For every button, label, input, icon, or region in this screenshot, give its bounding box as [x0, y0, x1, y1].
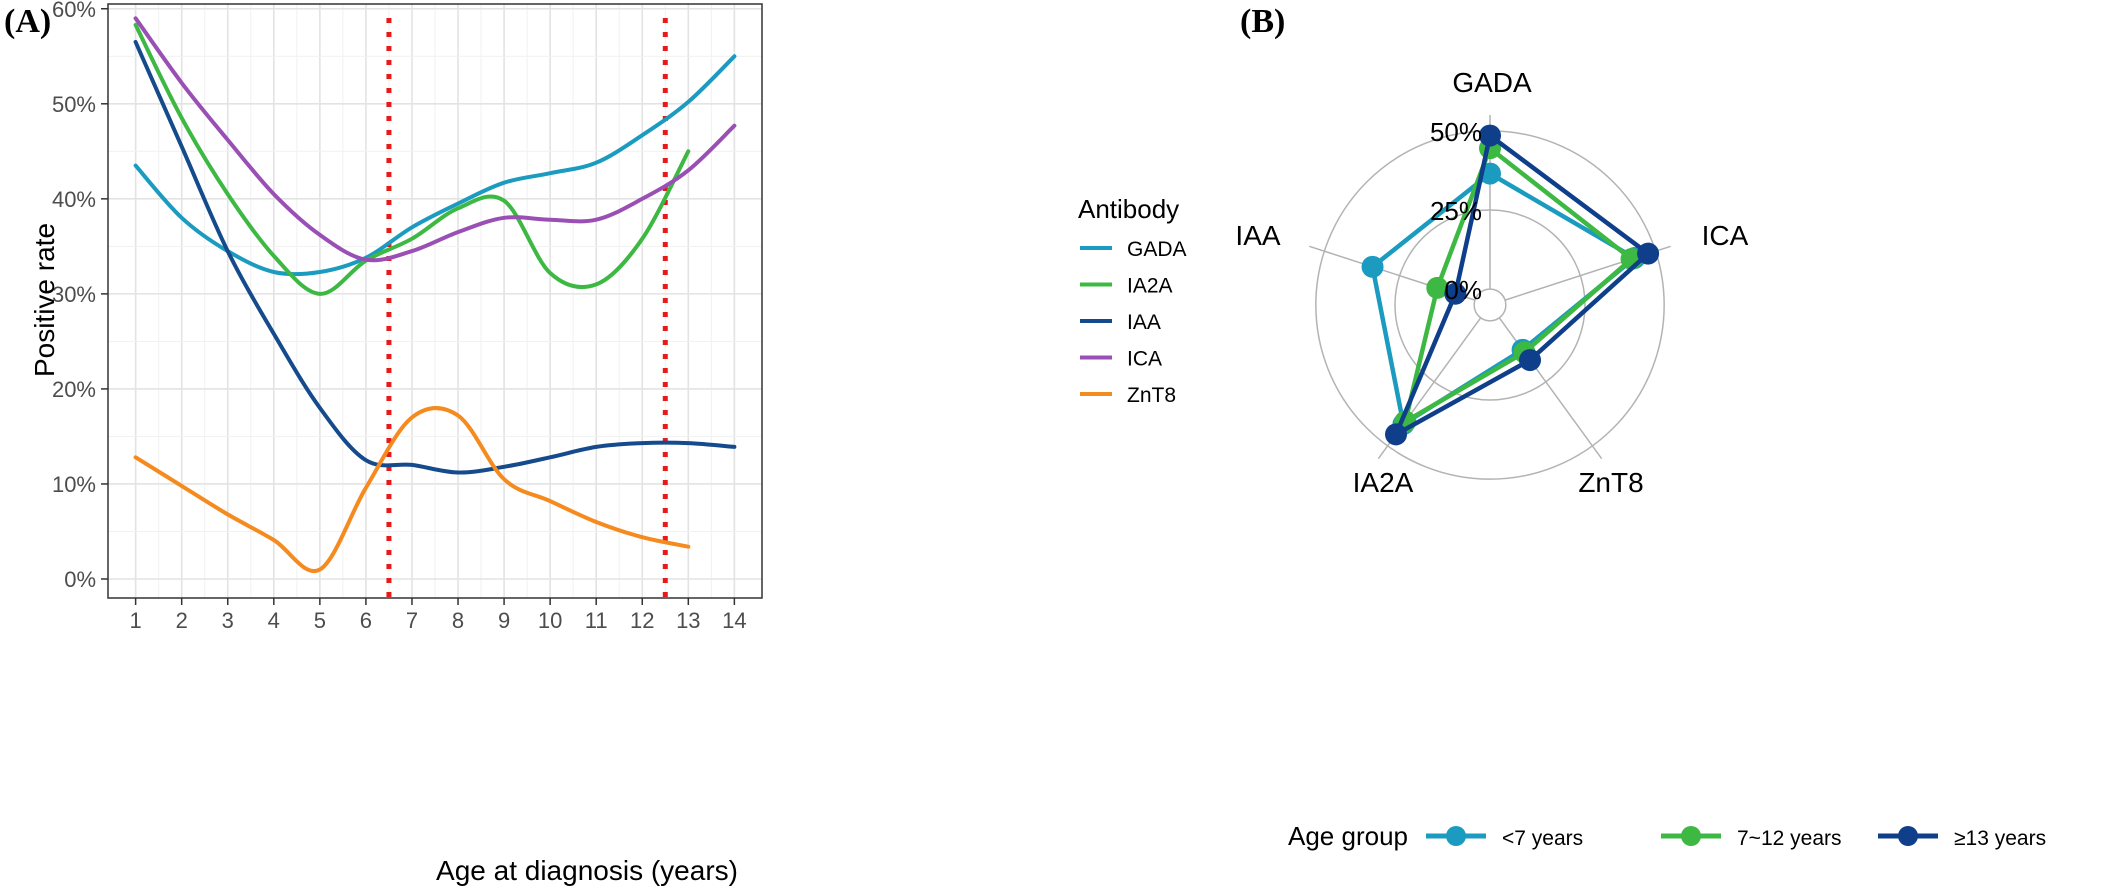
- legend-label-lt7: <7 years: [1502, 827, 1583, 850]
- series-line-ica: [133, 16, 737, 263]
- legend-marker-7to12: [1681, 826, 1701, 846]
- y-tick-label: 60%: [52, 0, 96, 22]
- legend-label-ge13: ≥13 years: [1954, 827, 2046, 850]
- y-tick-label: 0%: [64, 567, 96, 592]
- radar-chart-panel: 0% 25% 50% GADA ICA ZnT8 IA2A IAA Age group <7…: [1235, 67, 2046, 851]
- radar-axis-label-znt8: ZnT8: [1578, 467, 1643, 498]
- y-tick-label: 10%: [52, 472, 96, 497]
- legend-label-iaa: IAA: [1127, 311, 1161, 334]
- legend-marker-lt7: [1446, 826, 1466, 846]
- radar-point-ge13: [1479, 124, 1501, 147]
- radar-axis-label-ia2a: IA2A: [1353, 467, 1414, 498]
- x-tick-label: 4: [268, 608, 280, 633]
- radar-axis-label-gada: GADA: [1452, 67, 1532, 98]
- radar-tick-label: 0%: [1444, 275, 1482, 305]
- x-tick-label: 7: [406, 608, 418, 633]
- antibody-legend: Antibody GADA IA2A IAA ICA ZnT8: [1078, 194, 1187, 407]
- radar-point-ge13: [1519, 349, 1542, 372]
- radar-point-lt7: [1361, 255, 1384, 278]
- legend-title: Antibody: [1078, 194, 1179, 224]
- series-line-znt8: [133, 406, 691, 574]
- legend-marker-ge13: [1898, 826, 1918, 846]
- radar-tick-label: 25%: [1430, 196, 1482, 226]
- x-tick-label: 10: [538, 608, 562, 633]
- panel-b-label: (B): [1240, 3, 1285, 40]
- x-tick-label: 14: [722, 608, 746, 633]
- y-axis-title: Positive rate: [29, 223, 60, 377]
- x-axis-ticks: 1 2 3 4 5 6 7 8 9 10 11 12 13 14: [130, 598, 747, 633]
- y-tick-label: 40%: [52, 187, 96, 212]
- legend-label-ia2a: IA2A: [1127, 275, 1173, 298]
- radar-axis-label-ica: ICA: [1702, 220, 1749, 251]
- x-tick-label: 6: [360, 608, 372, 633]
- radar-point-ge13: [1637, 242, 1660, 265]
- radar-polygon-7to12: [1403, 146, 1634, 424]
- y-tick-label: 50%: [52, 92, 96, 117]
- y-tick-label: 30%: [52, 282, 96, 307]
- x-tick-label: 9: [498, 608, 510, 633]
- x-tick-label: 1: [130, 608, 142, 633]
- legend-label-ica: ICA: [1127, 348, 1162, 371]
- y-axis-ticks: 0% 10% 20% 30% 40% 50% 60%: [52, 0, 108, 592]
- radar-axis-labels: GADA ICA ZnT8 IA2A IAA: [1235, 67, 1748, 498]
- x-tick-label: 13: [676, 608, 700, 633]
- x-axis-title: Age at diagnosis (years): [436, 855, 738, 886]
- x-tick-label: 2: [176, 608, 188, 633]
- radar-tick-label: 50%: [1430, 117, 1482, 147]
- x-tick-label: 8: [452, 608, 464, 633]
- legend-label-7to12: 7~12 years: [1737, 827, 1842, 850]
- line-chart-panel: 1 2 3 4 5 6 7 8 9 10 11 12 13 14 0%10%20%30%40%50%60%…: [29, 0, 1187, 886]
- plot-frame: [107, 3, 763, 599]
- series-line-iaa: [133, 40, 737, 475]
- panel-a-label: (A): [4, 3, 51, 40]
- series-line-ia2a: [133, 22, 691, 296]
- radar-point-ge13: [1444, 282, 1467, 305]
- radar-axis-label-iaa: IAA: [1235, 220, 1280, 251]
- y-tick-label: 20%: [52, 377, 96, 402]
- radar-point-ge13: [1385, 423, 1408, 446]
- legend-label-znt8: ZnT8: [1127, 384, 1176, 407]
- x-tick-label: 11: [585, 608, 608, 633]
- x-tick-label: 3: [222, 608, 234, 633]
- line-chart-series: [133, 16, 737, 574]
- x-tick-label: 12: [630, 608, 654, 633]
- legend-label-gada: GADA: [1127, 238, 1187, 261]
- radar-point-7to12: [1426, 276, 1449, 299]
- radar-tick-labels: 0% 25% 50%: [1430, 117, 1482, 305]
- radar-series: [1361, 124, 1660, 446]
- legend-title: Age group: [1288, 821, 1408, 851]
- age-group-legend: Age group <7 years 7~12 years ≥13 years: [1288, 821, 2046, 851]
- radar-polygon-ge13: [1393, 133, 1651, 437]
- x-tick-label: 5: [314, 608, 326, 633]
